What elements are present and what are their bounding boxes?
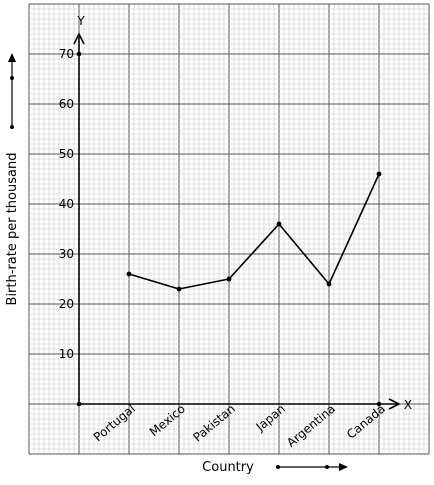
axes: [73, 32, 401, 410]
y-tick-label: 30: [59, 247, 74, 261]
x-category-label: Mexico: [147, 402, 188, 440]
x-axis-title: Country: [202, 460, 254, 475]
y-tick-label: 70: [59, 47, 74, 61]
y-tick-label: 60: [59, 97, 74, 111]
data-point: [326, 281, 332, 287]
y-max-dot: [76, 51, 82, 57]
data-series: [126, 171, 382, 292]
data-point: [276, 221, 282, 227]
series-line: [128, 173, 380, 290]
data-point: [376, 171, 382, 177]
x-axis-letter: X: [404, 398, 412, 412]
right-arrow-icon: [276, 463, 348, 471]
x-axis-arrowhead: [388, 398, 401, 410]
up-arrow-icon: [8, 53, 16, 129]
axis-titles: Birth-rate per thousand Country Y X: [5, 14, 412, 475]
x-category-label: Portugal: [91, 402, 138, 445]
x-category-label: Canada: [344, 402, 388, 442]
y-tick-label: 20: [59, 297, 74, 311]
y-axis-letter: Y: [76, 14, 85, 28]
y-axis-arrowhead: [73, 32, 85, 45]
y-tick-label: 50: [59, 147, 74, 161]
data-point: [126, 271, 132, 277]
y-tick-labels: 10 20 30 40 50 60 70: [59, 47, 74, 361]
direction-arrows: [8, 53, 348, 471]
data-point: [176, 286, 182, 292]
y-axis-title: Birth-rate per thousand: [5, 153, 20, 306]
x-end-dot: [376, 401, 382, 407]
grid: [28, 3, 430, 455]
origin-dot: [76, 401, 82, 407]
y-tick-label: 10: [59, 347, 74, 361]
data-point: [226, 276, 232, 282]
y-tick-label: 40: [59, 197, 74, 211]
x-category-label: Japan: [253, 402, 288, 435]
